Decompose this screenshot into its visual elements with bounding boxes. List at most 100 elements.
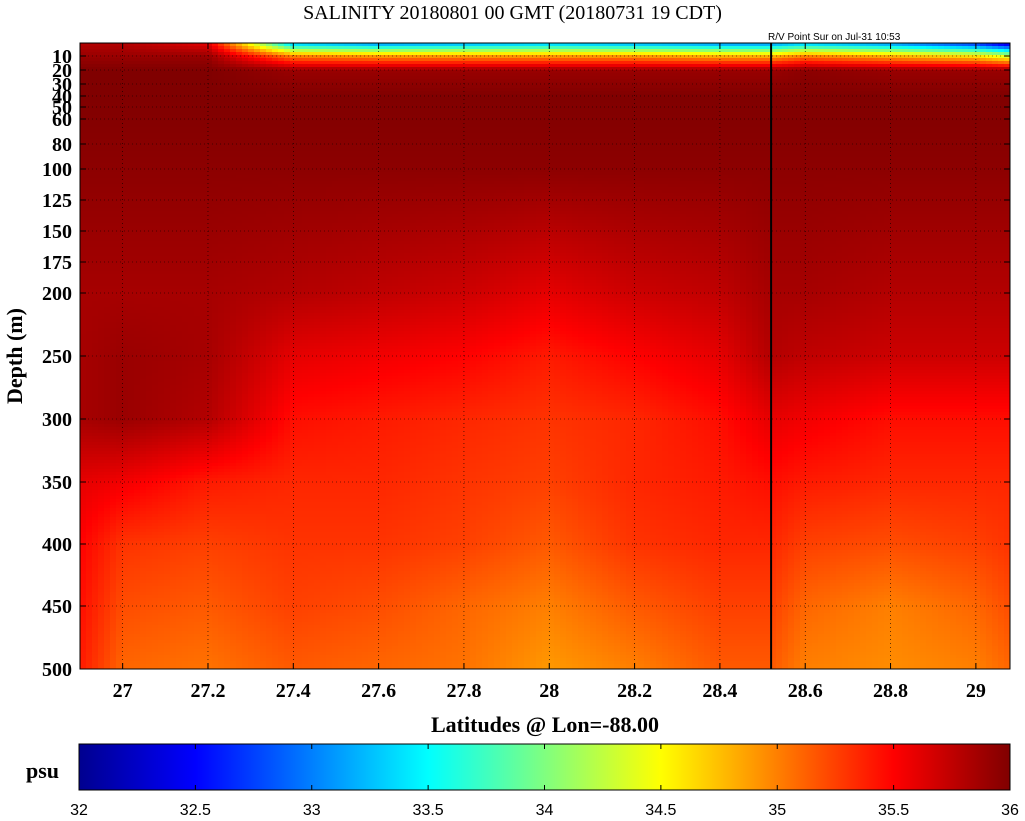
heatmap-cell bbox=[110, 55, 117, 59]
heatmap-cell bbox=[116, 403, 123, 407]
heatmap-cell bbox=[176, 427, 183, 431]
heatmap-cell bbox=[128, 136, 135, 140]
heatmap-cell bbox=[80, 382, 87, 386]
heatmap-cell bbox=[134, 505, 141, 509]
heatmap-cell bbox=[164, 457, 171, 461]
heatmap-cell bbox=[140, 145, 147, 149]
heatmap-cell bbox=[140, 127, 147, 131]
heatmap-cell bbox=[134, 520, 141, 524]
heatmap-cell bbox=[170, 451, 177, 455]
heatmap-cell bbox=[86, 622, 93, 626]
heatmap-cell bbox=[128, 208, 135, 212]
heatmap-cell bbox=[98, 616, 105, 620]
heatmap-cell bbox=[92, 652, 99, 656]
heatmap-cell bbox=[158, 640, 165, 644]
heatmap-cell bbox=[80, 358, 87, 362]
heatmap-cell bbox=[182, 154, 189, 158]
heatmap-cell bbox=[110, 436, 117, 440]
heatmap-cell bbox=[80, 136, 87, 140]
heatmap-cell bbox=[92, 220, 99, 224]
heatmap-cell bbox=[146, 82, 153, 86]
heatmap-cell bbox=[128, 484, 135, 488]
heatmap-cell bbox=[164, 520, 171, 524]
heatmap-cell bbox=[110, 295, 117, 299]
heatmap-cell bbox=[134, 136, 141, 140]
heatmap-cell bbox=[92, 460, 99, 464]
heatmap-cell bbox=[80, 592, 87, 596]
heatmap-cell bbox=[194, 118, 201, 122]
heatmap-cell bbox=[104, 274, 111, 278]
heatmap-cell bbox=[104, 439, 111, 443]
heatmap-cell bbox=[176, 190, 183, 194]
heatmap-cell bbox=[146, 652, 153, 656]
heatmap-cell bbox=[158, 115, 165, 119]
heatmap-cell bbox=[164, 100, 171, 104]
heatmap-cell bbox=[92, 274, 99, 278]
heatmap-cell bbox=[110, 514, 117, 518]
heatmap-cell bbox=[116, 544, 123, 548]
heatmap-cell bbox=[116, 589, 123, 593]
heatmap-cell bbox=[140, 466, 147, 470]
heatmap-cell bbox=[128, 268, 135, 272]
heatmap-cell bbox=[146, 403, 153, 407]
heatmap-cell bbox=[116, 493, 123, 497]
heatmap-cell bbox=[140, 160, 147, 164]
heatmap-cell bbox=[164, 427, 171, 431]
heatmap-cell bbox=[110, 346, 117, 350]
heatmap-cell bbox=[176, 169, 183, 173]
heatmap-cell bbox=[92, 64, 99, 68]
heatmap-cell bbox=[182, 250, 189, 254]
heatmap-cell bbox=[80, 634, 87, 638]
heatmap-cell bbox=[98, 445, 105, 449]
heatmap-cell bbox=[128, 253, 135, 257]
heatmap-cell bbox=[140, 532, 147, 536]
heatmap-cell bbox=[158, 103, 165, 107]
heatmap-cell bbox=[122, 493, 129, 497]
heatmap-cell bbox=[188, 88, 195, 92]
heatmap-cell bbox=[140, 472, 147, 476]
heatmap-cell bbox=[158, 52, 165, 56]
heatmap-cell bbox=[146, 520, 153, 524]
heatmap-cell bbox=[176, 364, 183, 368]
heatmap-cell bbox=[80, 244, 87, 248]
heatmap-cell bbox=[176, 205, 183, 209]
heatmap-cell bbox=[86, 304, 93, 308]
heatmap-cell bbox=[158, 388, 165, 392]
heatmap-cell bbox=[176, 106, 183, 110]
heatmap-cell bbox=[86, 76, 93, 80]
heatmap-cell bbox=[98, 193, 105, 197]
heatmap-cell bbox=[182, 586, 189, 590]
heatmap-cell bbox=[140, 292, 147, 296]
heatmap-cell bbox=[134, 232, 141, 236]
heatmap-cell bbox=[188, 460, 195, 464]
heatmap-cell bbox=[182, 202, 189, 206]
heatmap-cell bbox=[134, 514, 141, 518]
heatmap-cell bbox=[110, 646, 117, 650]
heatmap-cell bbox=[152, 310, 159, 314]
heatmap-cell bbox=[164, 271, 171, 275]
heatmap-cell bbox=[98, 400, 105, 404]
heatmap-cell bbox=[188, 145, 195, 149]
heatmap-cell bbox=[80, 388, 87, 392]
heatmap-cell bbox=[164, 76, 171, 80]
heatmap-cell bbox=[116, 223, 123, 227]
heatmap-cell bbox=[164, 391, 171, 395]
heatmap-cell bbox=[128, 343, 135, 347]
heatmap-cell bbox=[86, 361, 93, 365]
heatmap-cell bbox=[170, 232, 177, 236]
heatmap-cell bbox=[86, 220, 93, 224]
heatmap-cell bbox=[188, 376, 195, 380]
heatmap-cell bbox=[116, 328, 123, 332]
heatmap-cell bbox=[158, 133, 165, 137]
heatmap-cell bbox=[146, 391, 153, 395]
heatmap-cell bbox=[122, 181, 129, 185]
heatmap-cell bbox=[86, 544, 93, 548]
heatmap-cell bbox=[146, 241, 153, 245]
heatmap-cell bbox=[110, 205, 117, 209]
heatmap-cell bbox=[86, 421, 93, 425]
heatmap-cell bbox=[122, 418, 129, 422]
heatmap-cell bbox=[110, 151, 117, 155]
heatmap-cell bbox=[146, 445, 153, 449]
heatmap-cell bbox=[152, 331, 159, 335]
heatmap-cell bbox=[86, 502, 93, 506]
